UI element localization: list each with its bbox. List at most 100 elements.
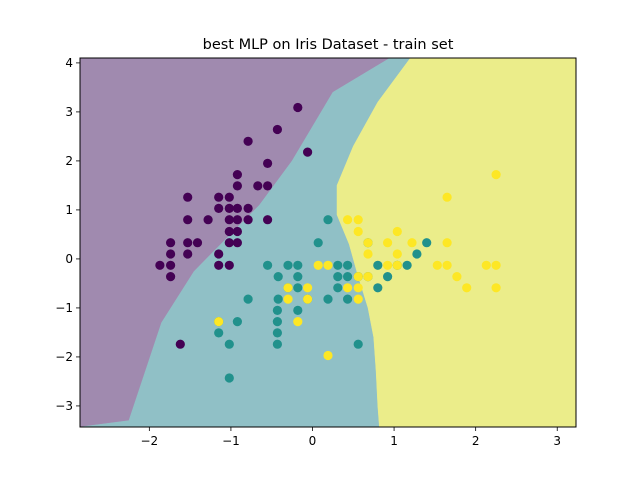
data-point-class-0 xyxy=(166,238,176,248)
data-point-class-0 xyxy=(224,203,234,213)
data-point-class-1 xyxy=(272,305,282,315)
data-point-class-0 xyxy=(232,170,242,180)
data-point-class-0 xyxy=(155,260,165,270)
data-point-class-1 xyxy=(293,272,303,282)
data-point-class-1 xyxy=(323,215,333,225)
data-point-class-1 xyxy=(422,238,432,248)
y-tick-label: 0 xyxy=(65,252,73,266)
data-point-class-0 xyxy=(263,181,273,191)
data-point-class-2 xyxy=(303,294,313,304)
data-point-class-1 xyxy=(373,283,383,293)
data-point-class-0 xyxy=(166,272,176,282)
data-point-class-2 xyxy=(491,170,501,180)
plot-area xyxy=(79,57,577,428)
data-point-class-0 xyxy=(166,260,176,270)
data-point-class-0 xyxy=(232,203,242,213)
data-point-class-1 xyxy=(293,305,303,315)
data-point-class-2 xyxy=(491,283,501,293)
data-point-class-2 xyxy=(353,272,363,282)
data-point-class-1 xyxy=(214,328,224,338)
data-point-class-1 xyxy=(283,260,293,270)
data-point-class-1 xyxy=(383,272,393,282)
data-point-class-0 xyxy=(192,238,203,248)
data-point-class-2 xyxy=(383,238,393,248)
data-point-class-0 xyxy=(232,215,242,225)
data-point-class-0 xyxy=(243,203,253,213)
data-point-class-1 xyxy=(333,283,343,293)
data-point-class-2 xyxy=(363,238,373,248)
data-point-class-0 xyxy=(232,238,242,248)
data-point-class-1 xyxy=(273,294,283,304)
data-point-class-2 xyxy=(343,215,353,225)
data-point-class-1 xyxy=(343,260,353,270)
data-point-class-2 xyxy=(303,283,313,293)
data-point-class-0 xyxy=(243,215,253,225)
y-tick-label: 1 xyxy=(65,203,73,217)
data-point-class-2 xyxy=(353,215,363,225)
data-point-class-1 xyxy=(402,260,412,270)
data-point-class-1 xyxy=(343,294,353,304)
data-point-class-0 xyxy=(224,260,234,270)
data-point-class-0 xyxy=(303,147,313,157)
data-point-class-0 xyxy=(232,181,242,191)
data-point-class-0 xyxy=(183,238,193,248)
data-point-class-2 xyxy=(442,238,452,248)
data-point-class-2 xyxy=(383,260,393,270)
data-point-class-0 xyxy=(183,249,193,259)
data-point-class-2 xyxy=(491,260,501,270)
data-point-class-1 xyxy=(243,294,253,304)
data-point-class-1 xyxy=(313,238,323,248)
data-point-class-0 xyxy=(253,181,263,191)
data-point-class-0 xyxy=(293,102,303,113)
data-point-class-1 xyxy=(353,339,363,349)
y-tick-label: −3 xyxy=(55,399,73,413)
data-point-class-0 xyxy=(203,215,213,225)
data-point-class-0 xyxy=(166,249,176,259)
data-point-class-1 xyxy=(293,283,303,293)
data-point-class-2 xyxy=(481,260,491,270)
axes-frame xyxy=(79,57,577,428)
y-tick-label: 2 xyxy=(65,154,73,168)
data-point-class-2 xyxy=(353,226,363,237)
decision-regions xyxy=(80,58,576,427)
data-point-class-0 xyxy=(272,124,282,135)
data-point-class-0 xyxy=(214,260,224,270)
data-point-class-0 xyxy=(224,215,234,225)
decision-region-class-2 xyxy=(336,58,576,427)
x-axis: −2 −1 0 1 2 3 xyxy=(140,427,561,448)
data-point-class-1 xyxy=(272,328,282,338)
data-point-class-1 xyxy=(224,339,234,349)
data-point-class-0 xyxy=(214,203,224,213)
data-point-class-1 xyxy=(412,249,422,259)
data-point-class-2 xyxy=(313,260,323,270)
data-point-class-0 xyxy=(224,226,234,237)
data-point-class-0 xyxy=(263,158,273,168)
data-point-class-2 xyxy=(432,260,442,270)
data-point-class-2 xyxy=(392,249,402,259)
data-point-class-1 xyxy=(293,260,303,270)
data-point-class-1 xyxy=(343,272,353,282)
data-point-class-2 xyxy=(363,249,373,259)
data-point-class-2 xyxy=(214,317,224,327)
data-point-class-2 xyxy=(293,317,303,327)
data-point-class-2 xyxy=(462,283,472,293)
data-point-class-2 xyxy=(323,260,333,270)
data-point-class-2 xyxy=(452,272,462,282)
data-point-class-2 xyxy=(442,192,452,202)
y-tick-label: −2 xyxy=(55,350,73,364)
data-points xyxy=(155,102,501,383)
data-point-class-0 xyxy=(175,339,185,349)
data-point-class-1 xyxy=(333,260,343,270)
data-point-class-2 xyxy=(283,283,293,293)
y-tick-label: 3 xyxy=(65,105,73,119)
data-point-class-1 xyxy=(333,272,343,282)
x-tick-label: −1 xyxy=(222,434,240,448)
data-point-class-1 xyxy=(232,317,242,327)
data-point-class-0 xyxy=(224,238,234,248)
data-point-class-0 xyxy=(183,215,193,225)
data-point-class-2 xyxy=(392,226,402,237)
y-tick-label: 4 xyxy=(65,56,73,70)
data-point-class-2 xyxy=(392,260,402,270)
data-point-class-2 xyxy=(442,260,452,270)
